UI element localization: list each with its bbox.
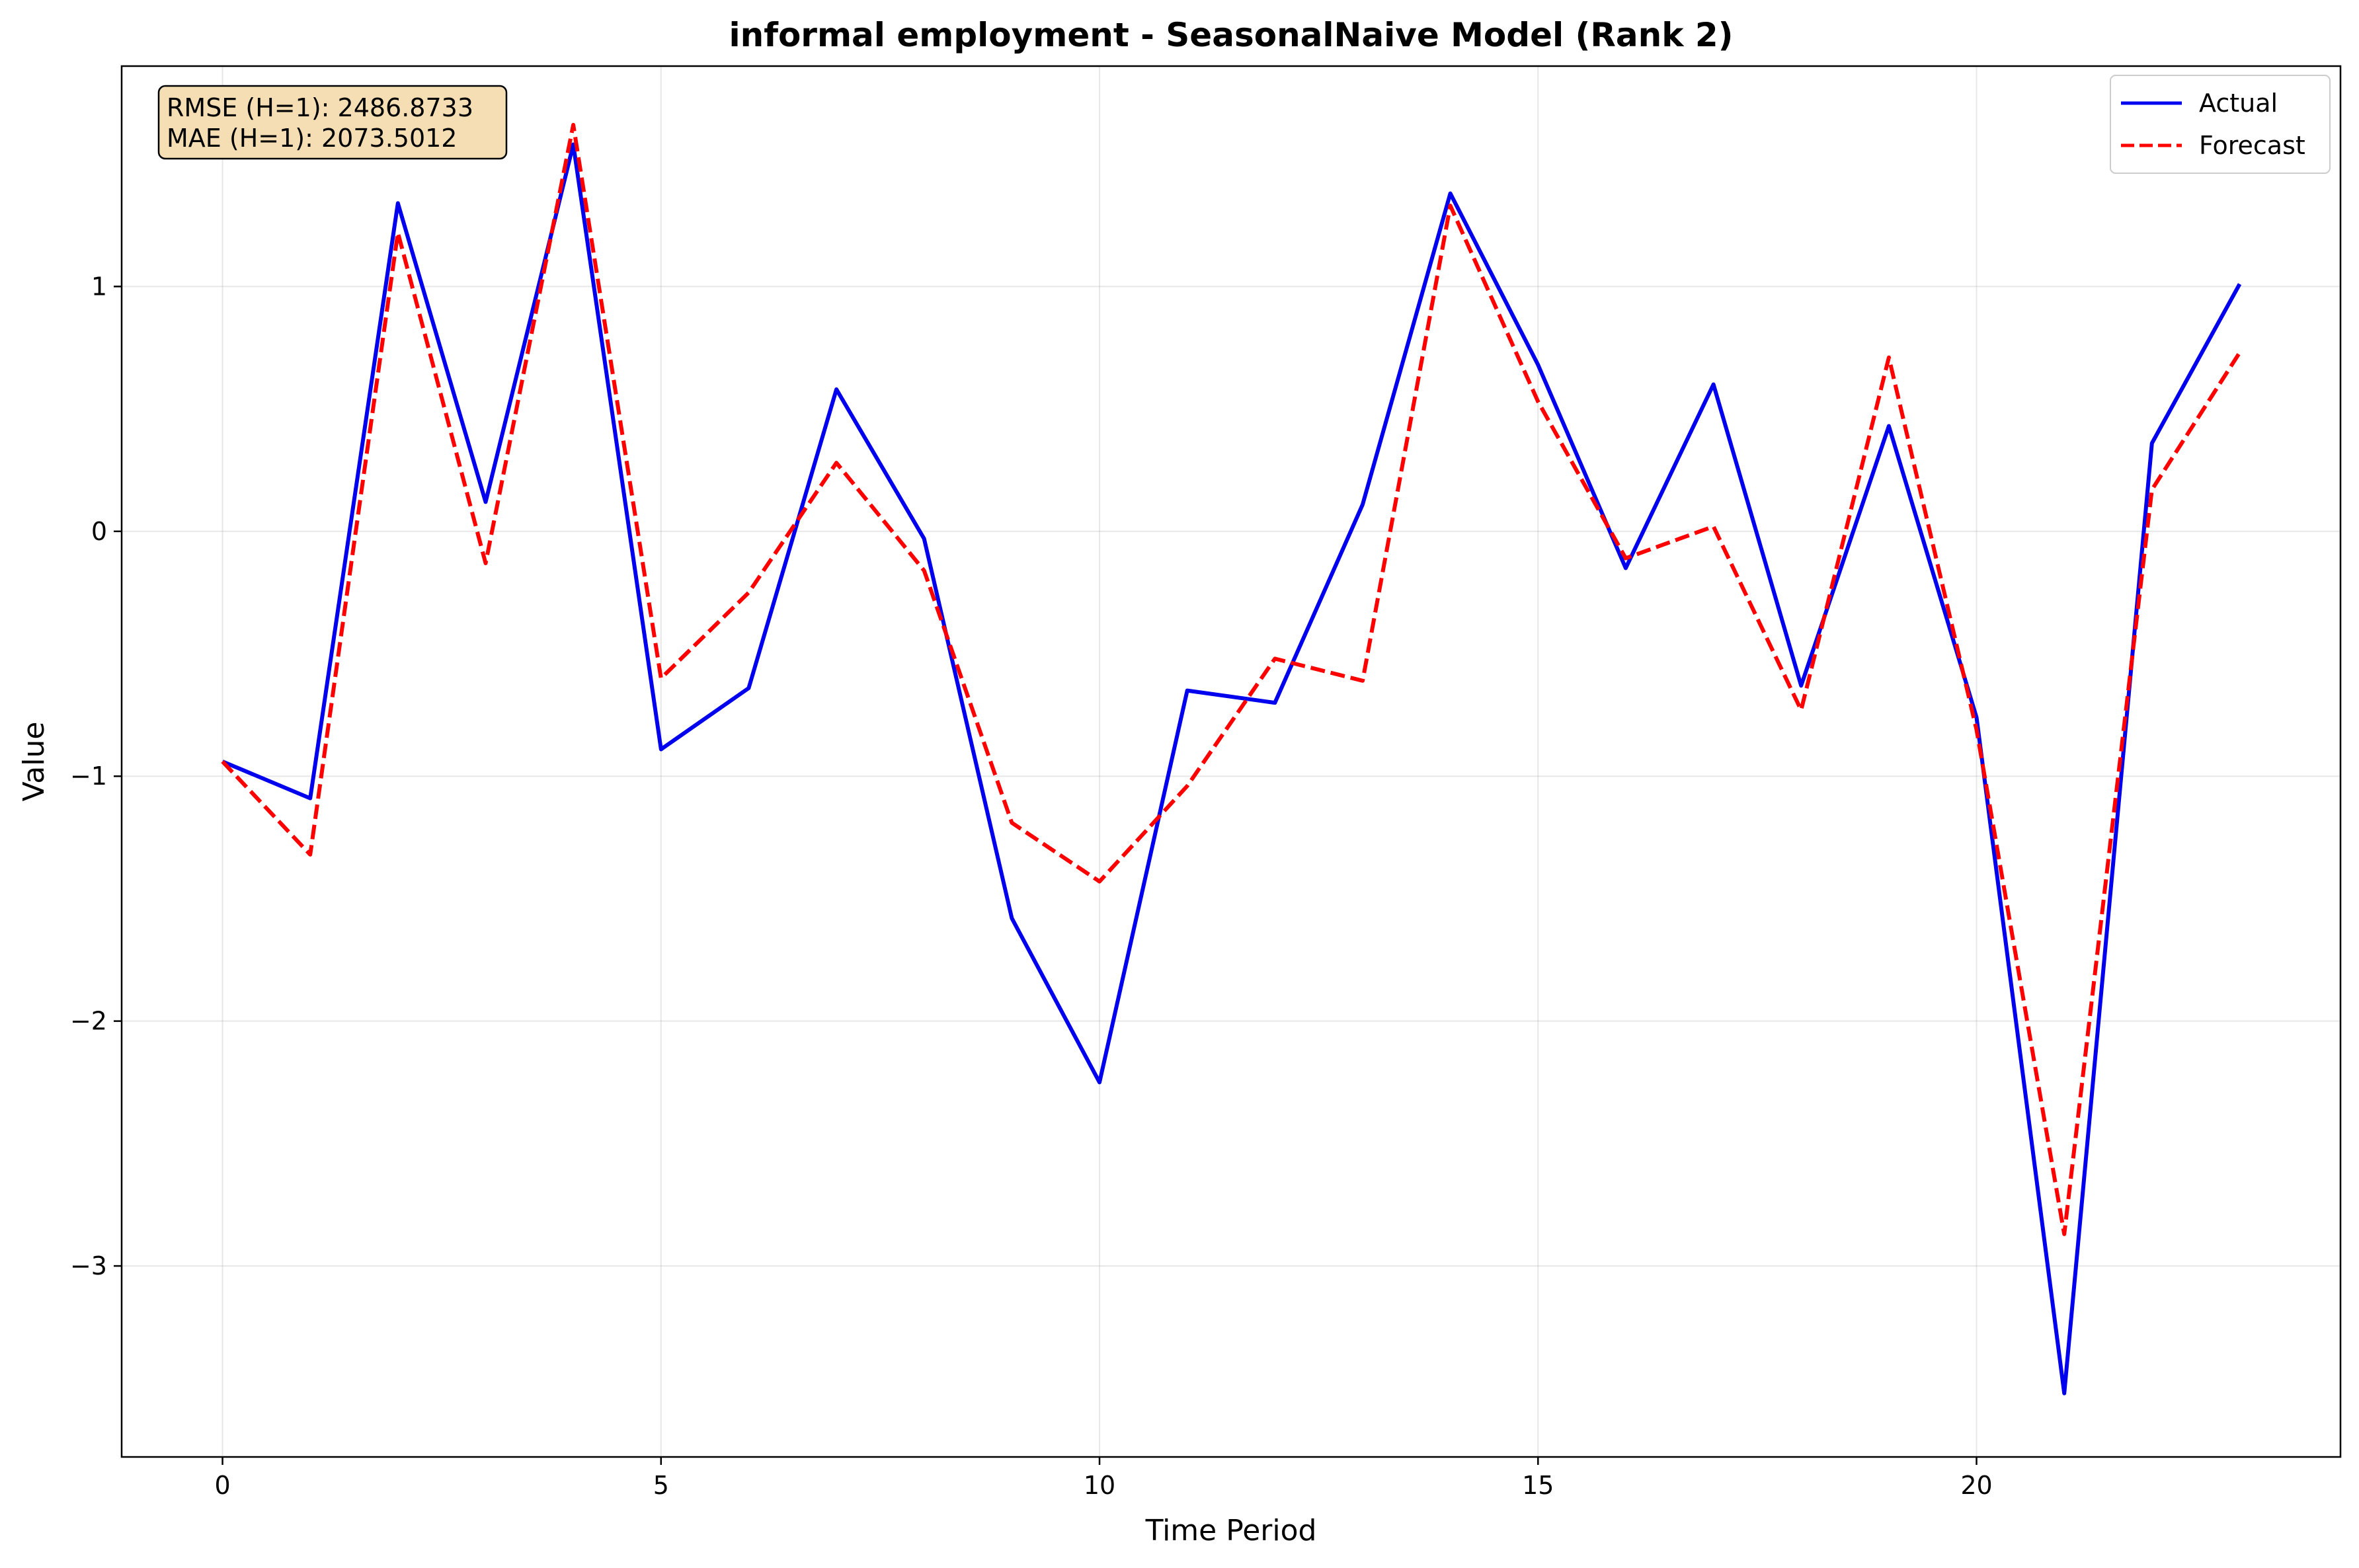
metrics-annotation-box (157, 85, 508, 160)
x-tick-label: 0 (214, 1471, 230, 1500)
y-tick-label: −3 (70, 1251, 107, 1280)
y-axis-label: Value (17, 722, 51, 802)
plot-frame (120, 65, 2342, 1458)
x-tick-label: 10 (1084, 1471, 1115, 1500)
x-tick-label: 15 (1522, 1471, 1554, 1500)
grid (122, 66, 2340, 1457)
x-tick-label: 20 (1960, 1471, 1992, 1500)
legend-label-forecast: Forecast (2199, 131, 2305, 160)
axis-ticks: 0 5 10 15 20 −3 −2 −1 0 1 (70, 272, 1993, 1500)
mae-text: MAE (H=1): 2073.5012 (167, 124, 458, 153)
rmse-text: RMSE (H=1): 2486.8733 (167, 93, 473, 122)
y-tick-label: 1 (91, 272, 107, 301)
y-tick-label: −1 (70, 762, 107, 791)
metrics-annotation: RMSE (H=1): 2486.8733 MAE (H=1): 2073.50… (157, 85, 508, 160)
legend: Actual Forecast (2110, 75, 2331, 174)
x-tick-label: 5 (653, 1471, 669, 1500)
chart-title: informal employment - SeasonalNaive Mode… (729, 16, 1733, 54)
y-tick-label: −2 (70, 1007, 107, 1036)
x-axis-label: Time Period (1145, 1514, 1317, 1548)
y-tick-label: 0 (91, 517, 107, 546)
legend-label-actual: Actual (2199, 89, 2278, 118)
legend-box (2110, 75, 2331, 174)
series-lines (221, 122, 2242, 1395)
series-line-forecast (221, 122, 2242, 1236)
